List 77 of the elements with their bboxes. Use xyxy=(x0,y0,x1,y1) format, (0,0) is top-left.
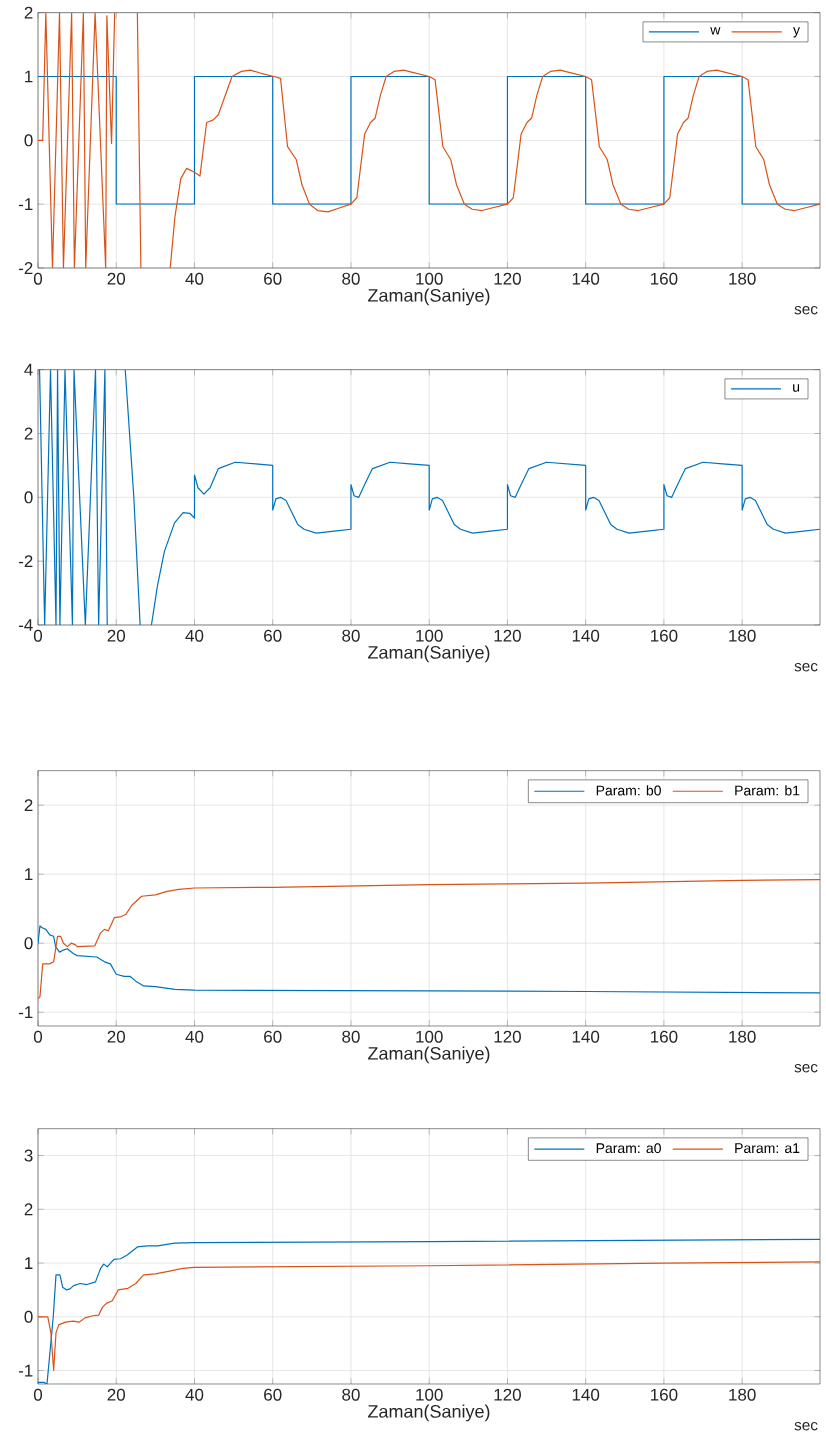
x-tick-label: 80 xyxy=(342,1388,360,1401)
x-tick-label: 40 xyxy=(185,629,204,642)
y-tick-label: 2 xyxy=(24,427,33,440)
x-tick-label: 140 xyxy=(572,629,600,642)
text: sec xyxy=(794,1422,818,1431)
y-tick-label: 0 xyxy=(24,491,33,504)
y-tick-label: -1 xyxy=(18,1364,33,1377)
y-tick-label: 3 xyxy=(24,1149,33,1162)
x-tick-label: 140 xyxy=(572,1030,600,1043)
x-tick-label: 180 xyxy=(729,1388,756,1401)
legend-label: Param: b1 xyxy=(735,785,800,796)
y-tick-label: 1 xyxy=(25,868,33,881)
y-tick-label: 2 xyxy=(24,6,33,19)
legend-label: w xyxy=(710,27,721,35)
y-tick-label: 2 xyxy=(24,1203,33,1216)
text: sec xyxy=(794,663,818,672)
x-tick-label: 40 xyxy=(185,1388,204,1401)
x-tick-label: 0 xyxy=(33,1030,43,1043)
x-tick-label: 20 xyxy=(107,1030,126,1043)
x-tick-label: 40 xyxy=(185,272,204,285)
legend-label: Param: b0 xyxy=(596,785,661,796)
x-tick-label: 160 xyxy=(651,1388,678,1401)
text: sec xyxy=(794,1064,818,1073)
x-tick-label: 0 xyxy=(33,1388,43,1401)
x-tick-label: 80 xyxy=(342,629,360,642)
x-tick-label: 20 xyxy=(107,629,126,642)
x-tick-label: 0 xyxy=(33,629,43,642)
x-tick-label: 100 xyxy=(416,629,443,642)
x-tick-label: 180 xyxy=(729,629,756,642)
line-series xyxy=(38,1261,820,1372)
x-axis-title: Zaman(Saniye) xyxy=(368,1404,490,1422)
x-tick-label: 140 xyxy=(572,1388,600,1401)
y-tick-label: -1 xyxy=(18,198,33,210)
y-tick-label: 2 xyxy=(24,799,33,812)
x-tick-label: 100 xyxy=(416,1030,443,1043)
y-tick-label: -2 xyxy=(18,555,33,568)
x-tick-label: 160 xyxy=(651,1030,678,1043)
line-series xyxy=(38,1238,820,1384)
legend-label: u xyxy=(793,384,800,392)
text: sec xyxy=(794,306,818,315)
x-tick-label: 120 xyxy=(494,629,521,642)
y-tick-label: 0 xyxy=(24,937,33,950)
y-tick-label: -4 xyxy=(18,619,33,631)
y-tick-label: 4 xyxy=(24,363,33,376)
x-tick-label: 0 xyxy=(33,272,43,285)
x-tick-label: 20 xyxy=(107,272,126,285)
y-tick-label: 1 xyxy=(25,70,33,83)
x-tick-label: 80 xyxy=(342,1030,360,1043)
legend-label: Param: a0 xyxy=(596,1143,661,1154)
x-tick-label: 40 xyxy=(185,1030,204,1043)
x-axis-title: Zaman(Saniye) xyxy=(368,1046,490,1064)
x-tick-label: 160 xyxy=(651,272,678,285)
legend-label: Param: a1 xyxy=(735,1143,800,1154)
x-tick-label: 180 xyxy=(729,272,756,285)
x-tick-label: 140 xyxy=(572,272,600,285)
y-tick-label: -2 xyxy=(18,262,33,274)
y-tick-label: 0 xyxy=(24,1310,33,1323)
y-tick-label: 1 xyxy=(25,1257,33,1269)
y-tick-label: 0 xyxy=(24,134,33,147)
x-tick-label: 180 xyxy=(729,1030,756,1043)
x-axis-title: Zaman(Saniye) xyxy=(368,645,490,663)
x-tick-label: 160 xyxy=(651,629,678,642)
x-axis-title: Zaman(Saniye) xyxy=(368,288,490,306)
x-tick-label: 60 xyxy=(264,629,282,642)
line-series xyxy=(38,925,820,994)
x-tick-label: 100 xyxy=(416,272,443,285)
x-tick-label: 60 xyxy=(264,272,282,285)
x-tick-label: 60 xyxy=(264,1030,282,1043)
x-tick-label: 100 xyxy=(416,1388,443,1401)
x-tick-label: 60 xyxy=(264,1388,282,1401)
y-tick-label: -1 xyxy=(18,1006,33,1019)
x-tick-label: 120 xyxy=(494,1030,521,1043)
x-tick-label: 20 xyxy=(107,1388,126,1401)
x-tick-label: 80 xyxy=(342,272,360,285)
x-tick-label: 120 xyxy=(494,272,521,285)
x-tick-label: 120 xyxy=(494,1388,521,1401)
legend-label: y xyxy=(793,27,800,38)
